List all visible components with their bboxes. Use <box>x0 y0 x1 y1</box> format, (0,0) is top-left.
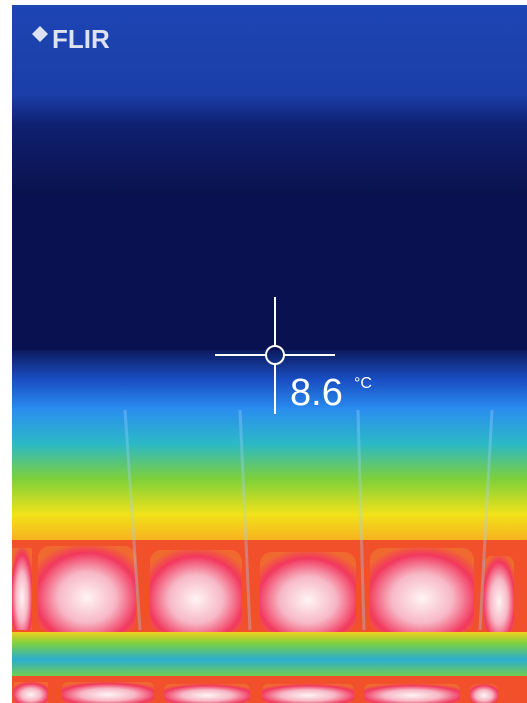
temperature-unit: °C <box>354 375 372 392</box>
page: {"logo": "FLIR", "measurement": {"value"… <box>0 0 527 703</box>
logo-text: FLIR <box>52 24 110 54</box>
image-area <box>12 5 527 703</box>
hot-blocks <box>12 546 514 632</box>
thermal-image: FLIR 8.6 °C <box>0 0 527 703</box>
temperature-value: 8.6 <box>290 372 343 414</box>
